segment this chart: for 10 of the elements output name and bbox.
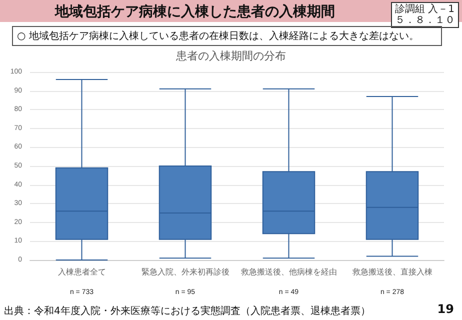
chart-title: 地域包括ケア病棟に入棟した患者の入棟期間 xyxy=(54,3,336,21)
text: 19 xyxy=(437,302,454,316)
x-tick-label: 救急搬送後、直接入棟 xyxy=(351,268,432,276)
source-note: 出典：令和4年度入院・外来医療等における実態調査（入院患者票、退棟患者票） xyxy=(4,304,370,318)
chart-subtitle: ○ 地域包括ケア病棟に入棟している患者の在棟日数は、入棟経路による大きな差はない。 xyxy=(12,26,442,46)
text: 診調組 入－1 ５．８．１０ xyxy=(391,2,459,28)
x-tick-label: 救急搬送後、他病棟を経由 xyxy=(240,268,337,276)
x-tick-label: 緊急入院、外来初再診後 xyxy=(141,268,230,276)
x-tick-label: 入棟患者全て xyxy=(58,268,106,276)
text: 患者の入棟期間の分布 xyxy=(175,50,286,62)
